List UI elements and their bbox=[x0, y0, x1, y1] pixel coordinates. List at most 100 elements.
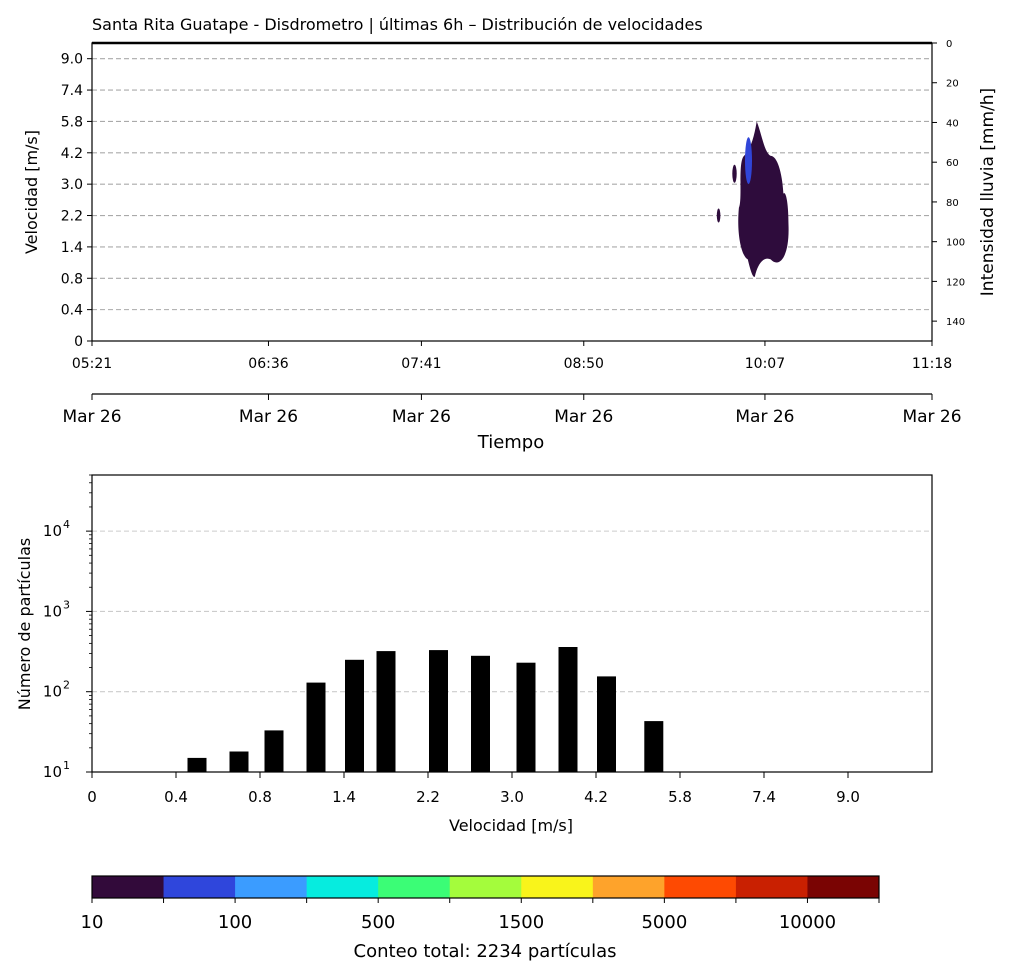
y-tick-label: 9.0 bbox=[61, 52, 83, 68]
histogram-bar bbox=[516, 662, 536, 772]
y-tick-label: 3.0 bbox=[61, 177, 83, 193]
time-tick-label: 10:07 bbox=[745, 356, 785, 372]
date-tick-label: Mar 26 bbox=[62, 407, 121, 427]
y-tick-label: 10 bbox=[43, 763, 62, 781]
y2-tick-label: 120 bbox=[946, 277, 965, 288]
colorbar-cell bbox=[306, 876, 379, 898]
histogram-bars bbox=[187, 647, 664, 772]
top-chart-title: Santa Rita Guatape - Disdrometro | últim… bbox=[92, 15, 703, 34]
colorbar-cell bbox=[92, 876, 165, 898]
top-y2-ticks: 0 20 40 60 80 100 120 140 bbox=[932, 39, 965, 328]
y2-tick-label: 140 bbox=[946, 317, 965, 328]
colorbar-tick-label: 500 bbox=[361, 912, 395, 933]
y2-tick-label: 80 bbox=[946, 198, 959, 209]
histogram-bar bbox=[597, 676, 616, 772]
date-tick-label: Mar 26 bbox=[735, 407, 794, 427]
colorbar-tick-label: 100 bbox=[218, 912, 252, 933]
top-y-ticks: 0 0.4 0.8 1.4 2.2 3.0 4.2 5.8 7.4 9.0 bbox=[61, 52, 92, 350]
time-tick-label: 06:36 bbox=[248, 356, 288, 372]
y2-tick-label: 20 bbox=[946, 79, 959, 90]
histogram-bar bbox=[264, 730, 284, 772]
date-tick-label: Mar 26 bbox=[554, 407, 613, 427]
date-tick-label: Mar 26 bbox=[392, 407, 451, 427]
x-tick-label: 0 bbox=[87, 788, 97, 806]
y-tick-label: 5.8 bbox=[61, 114, 83, 130]
rain-event-raster bbox=[716, 121, 789, 277]
rain-event-blob bbox=[738, 121, 789, 277]
colorbar-cell bbox=[378, 876, 451, 898]
bottom-y-axis-label: Número de partículas bbox=[15, 538, 34, 711]
x-tick-label: 9.0 bbox=[836, 788, 860, 806]
y-tick-exponent: 3 bbox=[63, 598, 70, 611]
bottom-gridlines bbox=[92, 530, 932, 693]
y-tick-label: 7.4 bbox=[61, 83, 83, 99]
histogram-bar bbox=[376, 651, 396, 772]
colorbar-cell bbox=[735, 876, 808, 898]
y2-tick-label: 0 bbox=[946, 39, 952, 50]
date-tick-label: Mar 26 bbox=[902, 407, 961, 427]
x-tick-label: 4.2 bbox=[584, 788, 608, 806]
colorbar-frame bbox=[91, 875, 880, 899]
histogram-bar bbox=[471, 655, 490, 772]
top-date-ticks: Mar 26 Mar 26 Mar 26 Mar 26 Mar 26 Mar 26 bbox=[62, 394, 962, 427]
colorbar-cell bbox=[449, 876, 522, 898]
top-gridlines bbox=[92, 58, 932, 311]
colorbar-tick-label: 5000 bbox=[641, 912, 687, 933]
x-tick-label: 1.4 bbox=[332, 788, 356, 806]
y-tick-label: 10 bbox=[43, 522, 62, 540]
y-tick-label: 1.4 bbox=[61, 240, 83, 256]
y-tick-label: 2.2 bbox=[61, 209, 83, 225]
colorbar-cells bbox=[92, 876, 880, 898]
bottom-plot-frame bbox=[91, 474, 933, 773]
bottom-x-ticks: 0 0.4 0.8 1.4 2.2 3.0 4.2 5.8 7.4 9.0 bbox=[87, 772, 860, 806]
x-tick-label: 0.4 bbox=[164, 788, 188, 806]
y-tick-exponent: 2 bbox=[63, 679, 70, 692]
y-tick-exponent: 4 bbox=[63, 518, 70, 531]
y-tick-label: 10 bbox=[43, 602, 62, 620]
time-tick-label: 08:50 bbox=[564, 356, 604, 372]
colorbar-caption: Conteo total: 2234 partículas bbox=[354, 941, 617, 962]
y2-tick-label: 40 bbox=[946, 118, 959, 129]
colorbar-cell bbox=[592, 876, 665, 898]
histogram-bar bbox=[306, 682, 326, 772]
histogram-bar bbox=[229, 751, 249, 772]
x-tick-label: 2.2 bbox=[416, 788, 440, 806]
y-tick-label: 0 bbox=[74, 334, 83, 350]
y-tick-exponent: 1 bbox=[63, 759, 70, 772]
colorbar: 10 100 500 1500 5000 10000 Conteo total: 2234… bbox=[81, 875, 880, 962]
x-tick-label: 0.8 bbox=[248, 788, 272, 806]
y-tick-label: 0.4 bbox=[61, 303, 83, 319]
top-x-axis-label: Tiempo bbox=[477, 432, 545, 453]
x-tick-label: 5.8 bbox=[668, 788, 692, 806]
rain-event-core bbox=[745, 137, 752, 185]
colorbar-cell bbox=[521, 876, 594, 898]
histogram-bar bbox=[429, 650, 448, 772]
y2-tick-label: 60 bbox=[946, 158, 959, 169]
y2-tick-label: 100 bbox=[946, 238, 965, 249]
rain-event-speck bbox=[716, 208, 721, 223]
colorbar-tick-label: 10 bbox=[81, 912, 104, 933]
histogram-bar bbox=[187, 757, 207, 772]
velocity-heatmap-panel: Santa Rita Guatape - Disdrometro | últim… bbox=[22, 15, 998, 453]
colorbar-ticks: 10 100 500 1500 5000 10000 bbox=[81, 898, 880, 933]
histogram-bar bbox=[345, 659, 364, 772]
date-tick-label: Mar 26 bbox=[239, 407, 298, 427]
y-tick-label: 4.2 bbox=[61, 146, 83, 162]
colorbar-tick-label: 10000 bbox=[779, 912, 836, 933]
colorbar-cell bbox=[235, 876, 308, 898]
top-y-axis-label: Velocidad [m/s] bbox=[22, 130, 41, 254]
bottom-x-axis-label: Velocidad [m/s] bbox=[449, 816, 573, 835]
top-plot-frame bbox=[91, 42, 933, 342]
top-y2-axis-label: Intensidad lluvia [mm/h] bbox=[978, 88, 998, 296]
colorbar-tick-label: 1500 bbox=[498, 912, 544, 933]
x-tick-label: 7.4 bbox=[752, 788, 776, 806]
top-time-ticks: 05:21 06:36 07:41 08:50 10:07 11:18 bbox=[72, 341, 952, 372]
y-tick-label: 0.8 bbox=[61, 271, 83, 287]
x-tick-label: 3.0 bbox=[500, 788, 524, 806]
time-tick-label: 05:21 bbox=[72, 356, 112, 372]
rain-event-speck bbox=[732, 164, 737, 183]
y-tick-label: 10 bbox=[43, 683, 62, 701]
